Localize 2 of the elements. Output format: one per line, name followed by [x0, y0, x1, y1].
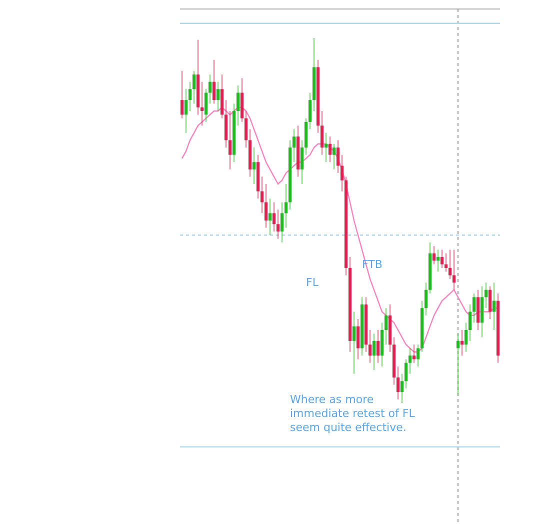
annotation: Where as more immediate retest of FL seem quite effective.	[290, 393, 416, 434]
annotation: FL	[306, 276, 320, 290]
